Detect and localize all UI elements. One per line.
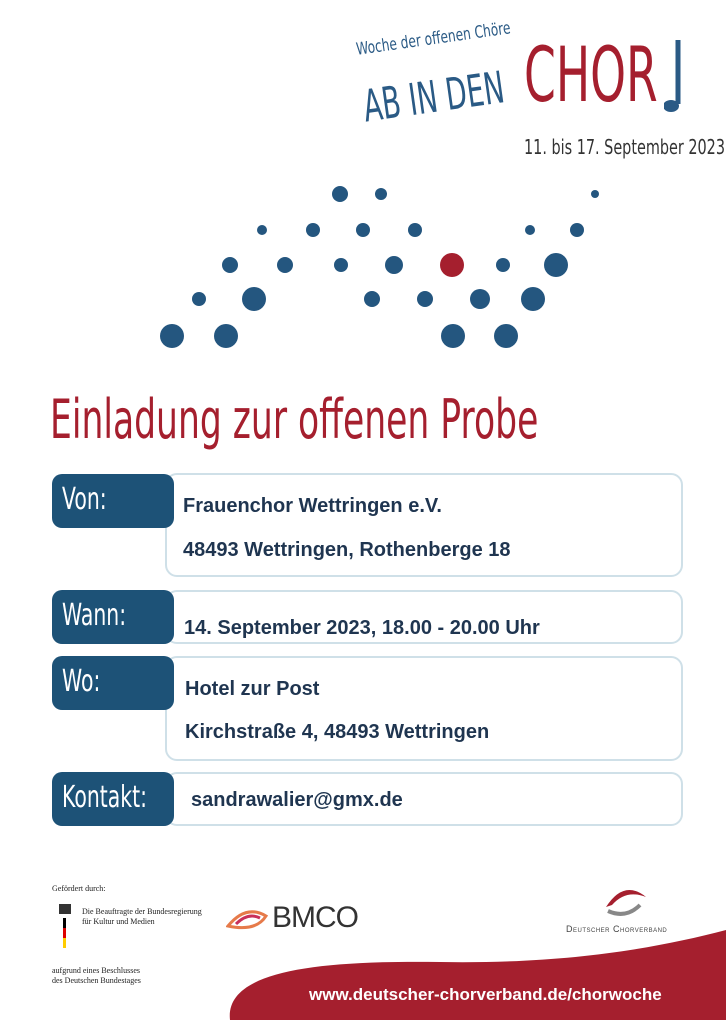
row-box	[165, 656, 683, 761]
label-text: Wo:	[62, 664, 101, 699]
brand-right: CHOR	[524, 30, 658, 119]
url: www.deutscher-chorverband.de/chorwoche	[309, 985, 662, 1004]
bmco: BMCO	[272, 901, 359, 934]
brand-left: AB IN DEN	[360, 62, 508, 133]
funded-by: Gefördert durch:	[52, 884, 106, 893]
row-line: Hotel zur Post	[185, 678, 320, 700]
note-icon	[664, 40, 681, 112]
bmco-icon	[226, 910, 269, 930]
row-label: Von:	[52, 474, 174, 528]
eagle-flag	[59, 904, 71, 948]
decision-line: des Deutschen Bundestages	[52, 976, 141, 985]
label-text: Von:	[62, 482, 107, 517]
row-line: 48493 Wettringen, Rothenberge 18	[183, 539, 511, 561]
dates: 11. bis 17. September 2023	[524, 135, 726, 159]
bkm-line: Die Beauftragte der Bundesregierung	[82, 907, 202, 916]
dcv-icon	[606, 889, 646, 916]
row-line: 14. September 2023, 18.00 - 20.00 Uhr	[184, 617, 540, 639]
row-label: Wo:	[52, 656, 174, 710]
footer-wave	[229, 930, 726, 1020]
dot-graphic	[160, 186, 599, 348]
dates-wrap: 11. bis 17. September 2023	[524, 135, 726, 159]
tagline: Woche der offenen Chöre	[355, 18, 512, 60]
dcv: Deutscher Chorverband	[566, 924, 668, 934]
title: Einladung zur offenen Probe	[50, 388, 539, 451]
label-text: Kontakt:	[62, 780, 147, 815]
title-wrap: Einladung zur offenen Probe	[50, 388, 726, 451]
row-label: Wann:	[52, 590, 174, 644]
row-line: Kirchstraße 4, 48493 Wettringen	[185, 721, 490, 743]
decision-line: aufgrund eines Beschlusses	[52, 966, 140, 975]
label-text: Wann:	[62, 598, 127, 633]
bkm-line: für Kultur und Medien	[82, 917, 155, 926]
brand-right-wrap: CHOR	[524, 30, 726, 119]
row-line: Frauenchor Wettringen e.V.	[183, 495, 442, 517]
row-label: Kontakt:	[52, 772, 174, 826]
row-line: sandrawalier@gmx.de	[191, 789, 403, 811]
